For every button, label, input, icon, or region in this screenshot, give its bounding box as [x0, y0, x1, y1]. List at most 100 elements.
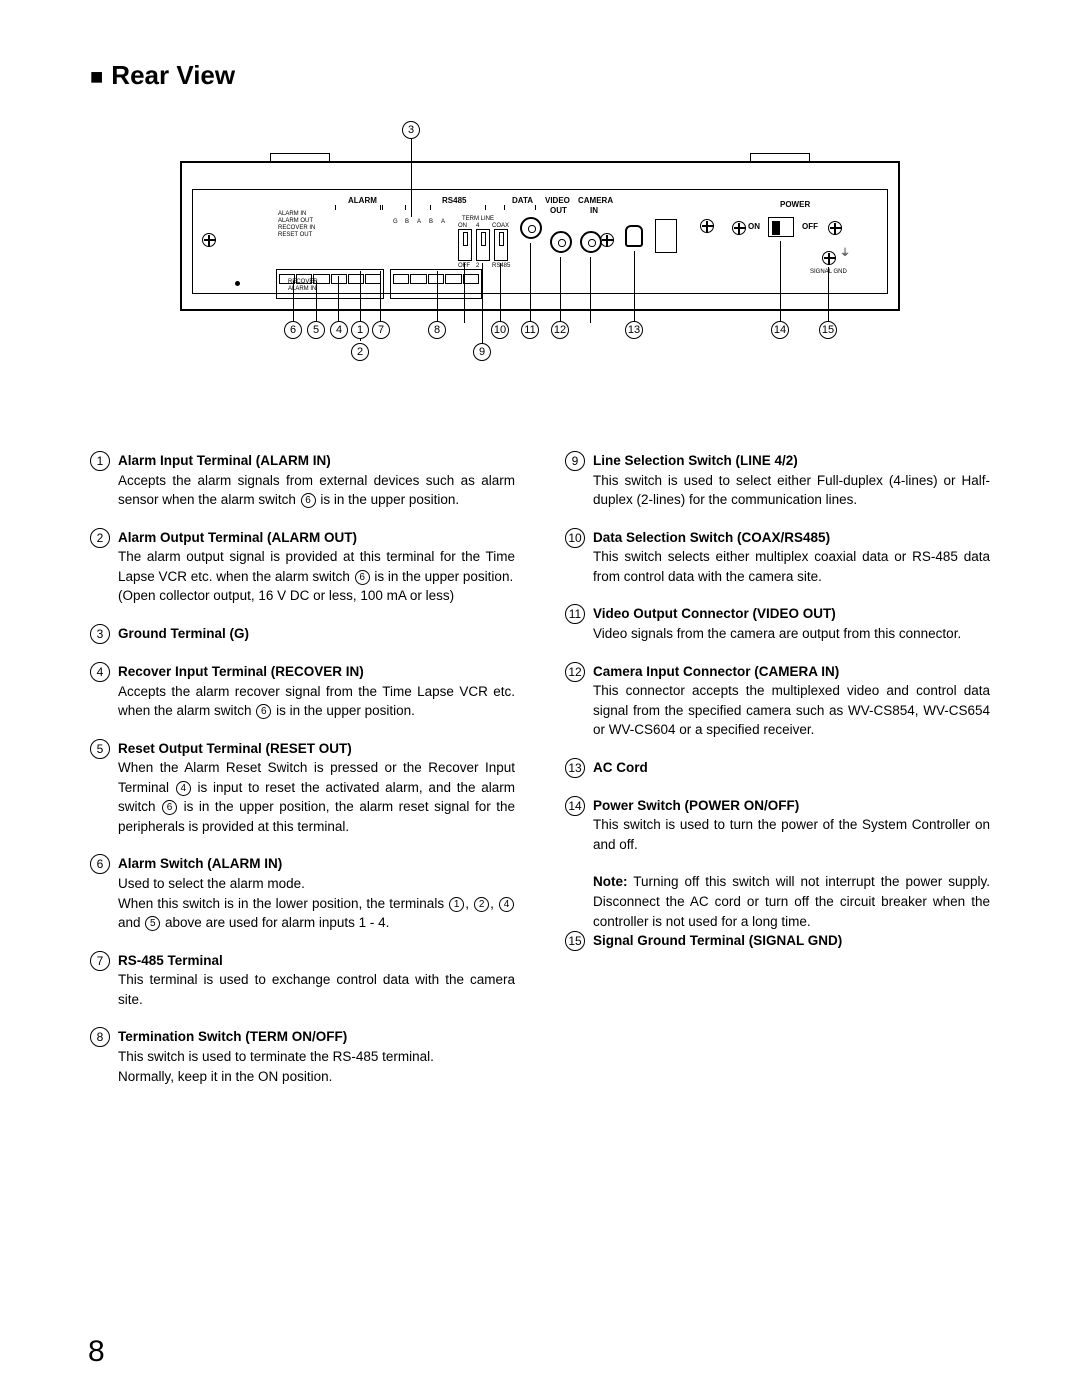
lbl-camera: CAMERA	[578, 197, 613, 206]
callout-15: 15	[819, 321, 837, 339]
lbl-reset-out: RESET OUT	[278, 232, 312, 239]
item-10: 10 Data Selection Switch (COAX/RS485)This…	[565, 528, 990, 587]
left-column: 1 Alarm Input Terminal (ALARM IN)Accepts …	[90, 451, 515, 1104]
item-body-10: Data Selection Switch (COAX/RS485)This s…	[593, 528, 990, 587]
lbl-coax: COAX	[492, 223, 509, 230]
callout-14: 14	[771, 321, 789, 339]
description-columns: 1 Alarm Input Terminal (ALARM IN)Accepts …	[90, 451, 990, 1104]
callout-7: 7	[372, 321, 390, 339]
lbl-b2: B	[429, 219, 433, 226]
inline-ref-5: 5	[145, 916, 160, 931]
inline-ref-6: 6	[162, 800, 177, 815]
item-2: 2Alarm Output Terminal (ALARM OUT)The al…	[90, 528, 515, 606]
lbl-video: VIDEO	[545, 197, 570, 206]
item-title-3: Ground Terminal (G)	[118, 626, 249, 641]
lbl-on-t: ON	[458, 223, 467, 230]
callout-9: 9	[473, 343, 491, 361]
item-14: 14 Power Switch (POWER ON/OFF)This switch…	[565, 796, 990, 855]
item-title-7: RS-485 Terminal	[118, 953, 223, 968]
lbl-g: G	[393, 219, 398, 226]
item-note-14: Note: Turning off this switch will not i…	[593, 872, 990, 931]
item-body-13: AC Cord	[593, 758, 990, 778]
callout-13: 13	[625, 321, 643, 339]
lbl-rs485b: RS485	[492, 263, 510, 270]
item-12: 12 Camera Input Connector (CAMERA IN)This…	[565, 662, 990, 740]
callout-5: 5	[307, 321, 325, 339]
item-num-1: 1	[90, 451, 110, 471]
inline-ref-4: 4	[176, 781, 191, 796]
item-body-2: Alarm Output Terminal (ALARM OUT)The ala…	[118, 528, 515, 606]
item-num-6: 6	[90, 854, 110, 874]
item-num-14: 14	[565, 796, 585, 816]
item-body-15: Signal Ground Terminal (SIGNAL GND)	[593, 931, 990, 951]
item-7: 7 RS-485 TerminalThis terminal is used to…	[90, 951, 515, 1010]
callout-6: 6	[284, 321, 302, 339]
item-body-11: Video Output Connector (VIDEO OUT)Video …	[593, 604, 990, 643]
item-title-5: Reset Output Terminal (RESET OUT)	[118, 741, 352, 756]
callout-2: 2	[351, 343, 369, 361]
callout-11: 11	[521, 321, 539, 339]
item-num-7: 7	[90, 951, 110, 971]
callout-4: 4	[330, 321, 348, 339]
item-title-1: Alarm Input Terminal (ALARM IN)	[118, 453, 331, 468]
item-num-3: 3	[90, 624, 110, 644]
item-body-7: RS-485 TerminalThis terminal is used to …	[118, 951, 515, 1010]
lbl-power: POWER	[780, 201, 810, 210]
page-number: 8	[88, 1335, 105, 1369]
item-body-6: Alarm Switch (ALARM IN)Used to select th…	[118, 854, 515, 932]
item-title-6: Alarm Switch (ALARM IN)	[118, 856, 282, 871]
item-11: 11 Video Output Connector (VIDEO OUT)Vide…	[565, 604, 990, 643]
item-body-3: Ground Terminal (G)	[118, 624, 515, 644]
item-num-8: 8	[90, 1027, 110, 1047]
lbl-4: 4	[476, 223, 479, 230]
item-title-14: Power Switch (POWER ON/OFF)	[593, 798, 799, 813]
item-title-15: Signal Ground Terminal (SIGNAL GND)	[593, 933, 842, 948]
callout-12: 12	[551, 321, 569, 339]
item-num-12: 12	[565, 662, 585, 682]
item-8: 8 Termination Switch (TERM ON/OFF)This sw…	[90, 1027, 515, 1086]
item-num-4: 4	[90, 662, 110, 682]
lbl-in: IN	[590, 207, 598, 216]
item-body-9: Line Selection Switch (LINE 4/2)This swi…	[593, 451, 990, 510]
inline-ref-4: 4	[499, 897, 514, 912]
item-num-5: 5	[90, 739, 110, 759]
item-body-1: Alarm Input Terminal (ALARM IN)Accepts t…	[118, 451, 515, 510]
item-body-14: Power Switch (POWER ON/OFF)This switch i…	[593, 796, 990, 855]
item-body-4: Recover Input Terminal (RECOVER IN)Accep…	[118, 662, 515, 721]
item-body-5: Reset Output Terminal (RESET OUT)When th…	[118, 739, 515, 837]
lbl-off: OFF	[802, 223, 818, 232]
item-9: 9Line Selection Switch (LINE 4/2)This sw…	[565, 451, 990, 510]
item-6: 6 Alarm Switch (ALARM IN)Used to select t…	[90, 854, 515, 932]
inline-ref-6: 6	[256, 704, 271, 719]
lbl-a1: A	[417, 219, 421, 226]
lbl-out: OUT	[550, 207, 567, 216]
item-title-4: Recover Input Terminal (RECOVER IN)	[118, 664, 364, 679]
rear-view-diagram: ALARM RS485 DATA VIDEO CAMERA OUT IN POW…	[180, 131, 900, 361]
item-15: 15Signal Ground Terminal (SIGNAL GND)	[565, 931, 990, 951]
inline-ref-6: 6	[301, 493, 316, 508]
callout-1: 1	[351, 321, 369, 339]
item-1: 1 Alarm Input Terminal (ALARM IN)Accepts …	[90, 451, 515, 510]
item-title-8: Termination Switch (TERM ON/OFF)	[118, 1029, 347, 1044]
item-title-11: Video Output Connector (VIDEO OUT)	[593, 606, 836, 621]
item-title-10: Data Selection Switch (COAX/RS485)	[593, 530, 830, 545]
callout-10: 10	[491, 321, 509, 339]
section-title: ■Rear View	[90, 60, 990, 91]
item-num-13: 13	[565, 758, 585, 778]
item-title-9: Line Selection Switch (LINE 4/2)	[593, 453, 798, 468]
item-title-12: Camera Input Connector (CAMERA IN)	[593, 664, 839, 679]
inline-ref-2: 2	[474, 897, 489, 912]
item-num-11: 11	[565, 604, 585, 624]
item-body-12: Camera Input Connector (CAMERA IN)This c…	[593, 662, 990, 740]
title-text: Rear View	[111, 60, 235, 90]
lbl-b1: B	[405, 219, 409, 226]
inline-ref-1: 1	[449, 897, 464, 912]
item-body-8: Termination Switch (TERM ON/OFF)This swi…	[118, 1027, 515, 1086]
callout-8: 8	[428, 321, 446, 339]
item-3: 3 Ground Terminal (G)	[90, 624, 515, 644]
item-num-10: 10	[565, 528, 585, 548]
item-4: 4 Recover Input Terminal (RECOVER IN)Acce…	[90, 662, 515, 721]
right-column: 9Line Selection Switch (LINE 4/2)This sw…	[565, 451, 990, 1104]
item-13: 13 AC Cord	[565, 758, 990, 778]
inline-ref-6: 6	[355, 570, 370, 585]
